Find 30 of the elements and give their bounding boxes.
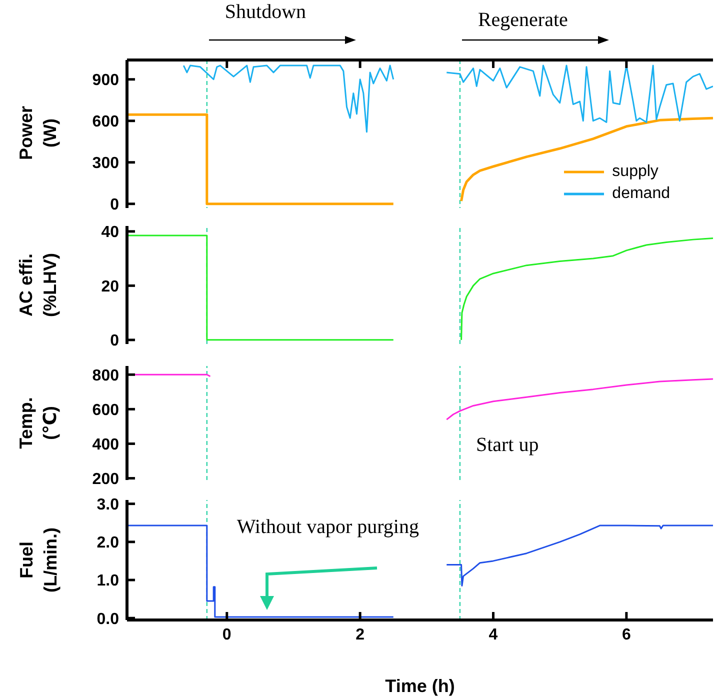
x-tick-label: 6 <box>622 626 631 644</box>
x-tick-label: 2 <box>356 626 365 644</box>
y-tick-label: 600 <box>92 114 120 131</box>
legend-label: supply <box>612 162 658 182</box>
legend-label: demand <box>612 184 670 204</box>
y-tick-label: 20 <box>101 278 120 296</box>
y-axis-title: Fuel (L/min.) <box>15 528 62 592</box>
y-axis-title: Power (W) <box>15 106 61 160</box>
y-tick-label: 0 <box>110 196 120 214</box>
y-tick-label: 400 <box>92 436 120 454</box>
y-tick-label: 200 <box>92 470 120 488</box>
x-axis-title: Time (h) <box>385 676 455 696</box>
y-tick-label: 300 <box>92 155 120 172</box>
y-axis-title: AC effi. (%LHV) <box>15 253 61 317</box>
y-tick-label: 3.0 <box>96 496 120 514</box>
y-tick-label: 0 <box>110 332 120 350</box>
y-axis-title: Temp. (℃) <box>15 397 61 449</box>
annotation: Start up <box>476 434 539 458</box>
text: Regenerate <box>478 9 568 32</box>
x-tick-label: 0 <box>222 626 232 644</box>
text: Shutdown <box>224 1 306 24</box>
y-tick-label: 2.0 <box>96 534 120 552</box>
y-tick-label: 1.0 <box>96 572 120 590</box>
x-tick-label: 4 <box>488 626 498 644</box>
y-tick-label: 40 <box>101 224 120 242</box>
annotation: Without vapor purging <box>236 516 419 540</box>
y-tick-label: 0.0 <box>96 610 120 628</box>
y-tick-label: 800 <box>92 367 120 384</box>
y-tick-label: 900 <box>92 72 120 90</box>
y-tick-label: 600 <box>92 402 120 419</box>
